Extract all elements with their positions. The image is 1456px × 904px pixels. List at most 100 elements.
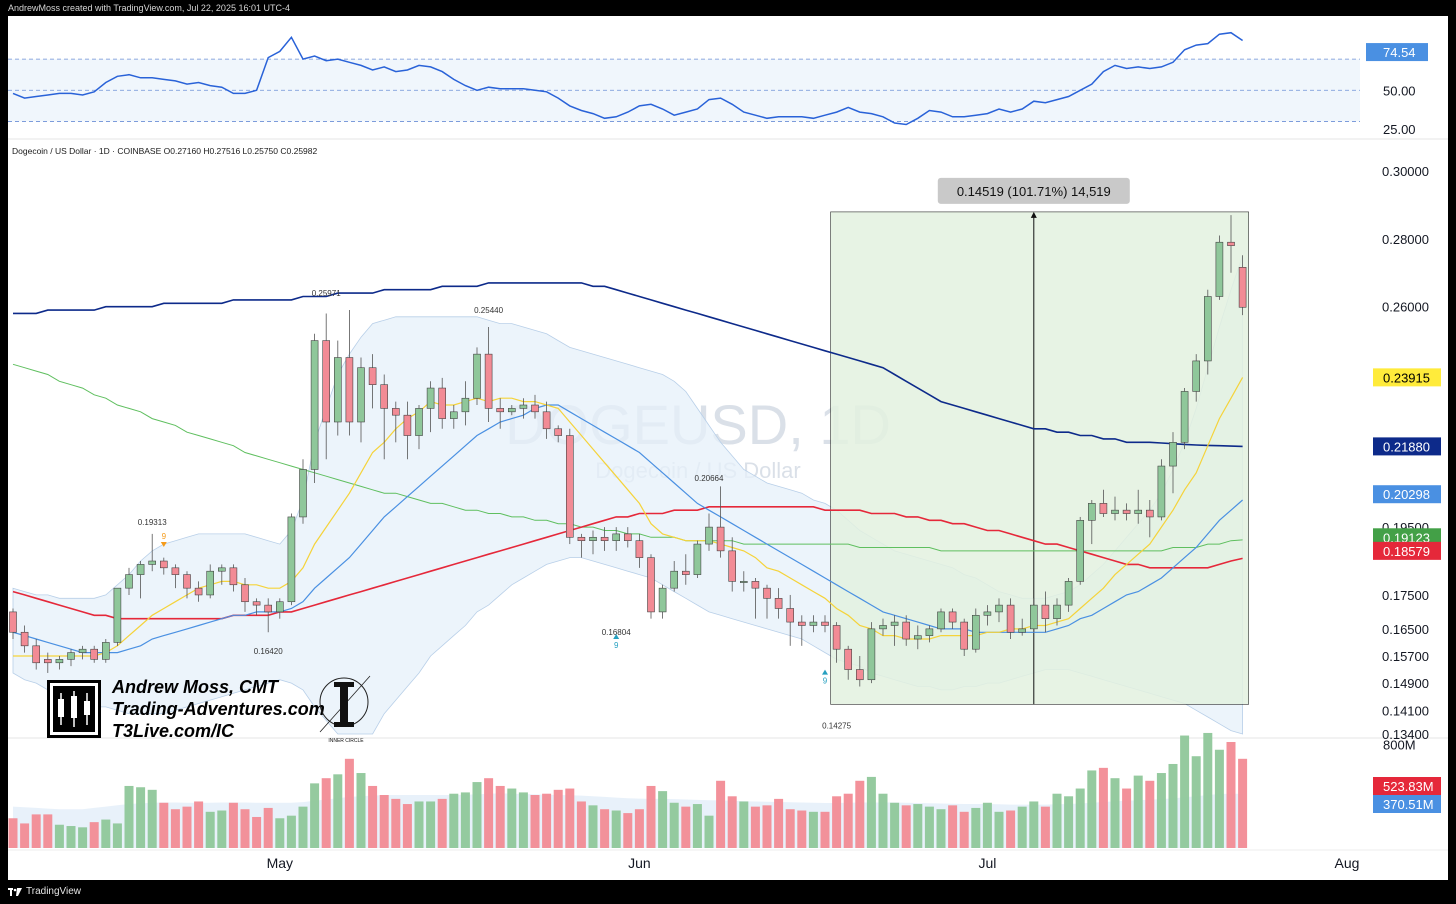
volume-bar: [136, 787, 146, 848]
candle-body: [78, 648, 87, 653]
candle: [1180, 388, 1189, 450]
candle: [1018, 618, 1027, 636]
volume-label-bg: [1373, 795, 1441, 813]
candle: [183, 571, 191, 599]
candle: [983, 605, 992, 626]
candle-body: [218, 567, 226, 572]
candle-body: [229, 567, 238, 586]
candle-body: [867, 628, 876, 681]
volume-bar: [101, 819, 111, 848]
candle-body: [449, 411, 458, 419]
rsi-line: [12, 31, 1244, 126]
volume-bar: [54, 824, 64, 848]
volume-bar: [797, 810, 807, 848]
candle-body: [391, 408, 400, 416]
candle: [600, 527, 609, 551]
td-arrow-down-icon: [160, 541, 167, 547]
candle-body: [310, 340, 319, 470]
candle-body: [681, 570, 690, 575]
candle: [1169, 432, 1177, 494]
candle-body: [600, 536, 609, 541]
candle: [635, 533, 644, 568]
volume-bar: [391, 798, 401, 848]
candle-body: [1180, 391, 1189, 443]
candle: [438, 377, 447, 429]
candle: [206, 564, 214, 599]
volume-bar: [1029, 801, 1039, 848]
candle: [299, 459, 307, 524]
candle: [821, 615, 829, 633]
candle: [125, 567, 133, 595]
candle: [1029, 598, 1038, 633]
candle: [1238, 255, 1247, 316]
candle: [333, 340, 342, 436]
volume-bar: [832, 796, 842, 848]
candle-body: [658, 587, 667, 613]
candle-body: [473, 353, 481, 399]
candle: [449, 405, 458, 429]
volume-bar: [449, 793, 459, 848]
volume-bar: [1110, 778, 1120, 848]
candle: [716, 486, 725, 558]
candle: [925, 625, 934, 643]
candle-body: [333, 357, 342, 423]
volume-bar: [333, 774, 343, 848]
volume-bar: [1075, 788, 1085, 848]
volume-bar: [646, 785, 656, 848]
candle-body: [855, 669, 864, 681]
candle: [264, 598, 273, 633]
rsi-tick-label: 25.00: [1383, 122, 1416, 137]
price-pane: 0.14519 (101.71%) 14,519 0.25971 0.25440 0.…: [9, 177, 1249, 735]
candle-body: [913, 635, 922, 640]
volume-bar: [484, 778, 494, 848]
candle: [1157, 459, 1166, 521]
candle: [241, 577, 249, 612]
price-annotation: 0.25971: [312, 289, 341, 298]
candle-body: [971, 614, 980, 650]
candle-body: [171, 567, 180, 575]
volume-bar: [820, 811, 830, 848]
candle: [310, 333, 319, 484]
candle: [612, 527, 621, 551]
candle: [1204, 289, 1212, 375]
volume-bar: [588, 805, 598, 848]
volume-bar: [437, 798, 447, 848]
candle: [1064, 577, 1073, 612]
price-label: 0.18579: [1383, 544, 1430, 559]
candle: [1134, 489, 1142, 524]
volume-bar: [507, 788, 517, 848]
candle-body: [1204, 296, 1212, 362]
candle: [229, 564, 238, 592]
candle-body: [403, 414, 412, 436]
td-count-label: 9: [614, 641, 619, 650]
candle-body: [160, 560, 168, 569]
volume-bar: [310, 783, 320, 848]
price-annotation: 0.25440: [474, 306, 503, 315]
candle: [786, 594, 795, 646]
chart-area[interactable]: DOGEUSD, 1D Dogecoin / US Dollar Dogecoi…: [8, 16, 1448, 880]
candle-body: [1076, 520, 1084, 582]
candle: [113, 587, 122, 646]
volume-bar: [379, 795, 389, 848]
candle: [136, 561, 145, 599]
candle-body: [821, 621, 829, 626]
td-arrow-up-icon: [613, 634, 620, 640]
volume-bar: [20, 823, 30, 848]
candle: [1111, 496, 1119, 521]
candle: [902, 615, 911, 646]
candle-body: [948, 611, 957, 623]
candle: [855, 655, 864, 687]
volume-bar: [89, 822, 99, 848]
candle: [658, 584, 667, 619]
candle-body: [647, 557, 655, 613]
chart-svg[interactable]: DOGEUSD, 1D Dogecoin / US Dollar Dogecoi…: [8, 16, 1448, 880]
candle-body: [1018, 628, 1027, 633]
volume-bar: [112, 823, 122, 848]
candle-body: [751, 581, 760, 589]
candle-body: [635, 540, 644, 558]
volume-bar: [1191, 756, 1201, 848]
author-name: Andrew Moss, CMT: [112, 677, 279, 697]
volume-bar: [739, 801, 749, 848]
candle: [809, 615, 818, 633]
